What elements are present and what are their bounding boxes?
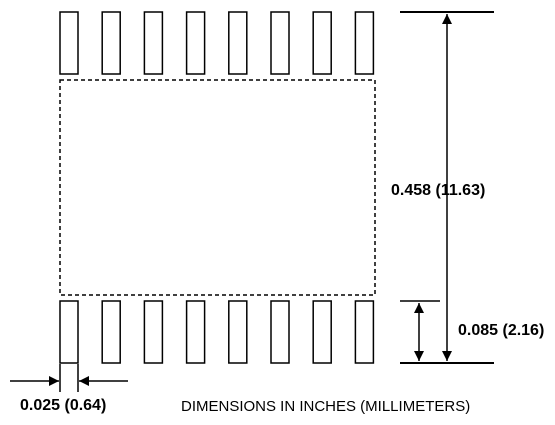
top-pad-7 [312, 11, 332, 75]
total-length-dimension: 0.458 (11.63) [391, 11, 494, 364]
package-body-outline [59, 79, 376, 296]
top-pad-3 [143, 11, 164, 75]
top-pad-2 [101, 11, 121, 75]
bottom-pad-7 [312, 300, 332, 364]
top-pad-row [59, 11, 375, 75]
top-pad-5 [228, 11, 248, 75]
top-pad-6 [270, 11, 290, 75]
bottom-pad-row [59, 300, 375, 364]
bottom-pad-3 [143, 300, 164, 364]
top-pad-8 [354, 11, 375, 75]
total-length-label: 0.458 (11.63) [391, 182, 485, 199]
bottom-pad-2 [101, 300, 121, 364]
bottom-pad-4 [185, 300, 206, 364]
pad-length-label: 0.085 (2.16) [458, 322, 544, 339]
bottom-pad-1 [59, 300, 79, 364]
bottom-pad-8 [354, 300, 375, 364]
pad-width-dimension: 0.025 (0.64) [10, 364, 128, 414]
pad-length-dimension: 0.085 (2.16) [400, 300, 544, 361]
bottom-pad-6 [270, 300, 290, 364]
units-note: DIMENSIONS IN INCHES (MILLIMETERS) [181, 398, 470, 415]
bottom-pad-5 [228, 300, 248, 364]
top-pad-4 [185, 11, 206, 75]
top-pad-1 [59, 11, 79, 75]
pad-width-label: 0.025 (0.64) [20, 397, 106, 414]
